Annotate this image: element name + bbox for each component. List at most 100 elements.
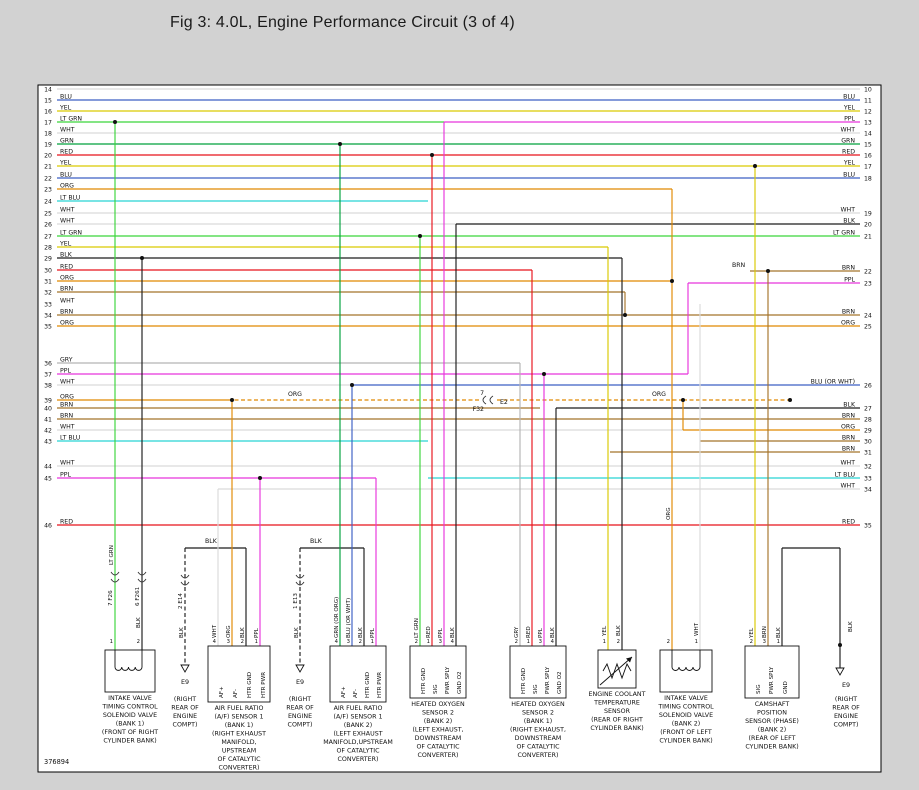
wire-color-label: BLK bbox=[240, 627, 246, 638]
pin-number: 2 bbox=[415, 639, 418, 645]
component-label: SENSOR (PHASE) bbox=[745, 718, 799, 725]
component-label: OF CATALYTIC bbox=[416, 744, 460, 751]
wire-color-label: PPL bbox=[844, 116, 855, 123]
junction-dot bbox=[113, 120, 117, 124]
pin-number: 3 bbox=[347, 639, 350, 645]
component-label: TIMING CONTROL bbox=[101, 704, 158, 711]
ground-name: E9 bbox=[296, 678, 304, 686]
ground-icon bbox=[180, 664, 190, 673]
row-number: 46 bbox=[44, 523, 52, 530]
pin-function-label: HTR PWR bbox=[261, 672, 267, 698]
row-number: 44 bbox=[44, 464, 52, 471]
connector-label: 6 F261 bbox=[135, 586, 141, 606]
component-label: (BANK 2) bbox=[424, 718, 452, 725]
component-label: INTAKE VALVE bbox=[664, 695, 708, 702]
wire-color-label: BLK bbox=[843, 218, 856, 225]
coil-symbol-icon bbox=[114, 650, 143, 671]
thermistor-symbol-icon bbox=[602, 662, 632, 680]
wire-color-label: BLK bbox=[848, 621, 854, 632]
pin-number: 3 bbox=[539, 639, 542, 645]
wire-color-label: LT GRN bbox=[60, 116, 82, 123]
row-number: 40 bbox=[44, 406, 52, 413]
row-number: 20 bbox=[864, 222, 872, 229]
wire-color-label: LT GRN bbox=[833, 230, 855, 237]
wire-color-label: WHT bbox=[60, 298, 75, 305]
component-label: (BANK 1) bbox=[116, 721, 144, 728]
wire-color-label: BLU bbox=[843, 94, 855, 101]
wire-color-label: BLK bbox=[179, 627, 185, 638]
row-number: 36 bbox=[44, 361, 52, 368]
row-number: 29 bbox=[864, 428, 872, 435]
ground-name: E9 bbox=[842, 681, 850, 689]
wire-color-label: BRN bbox=[732, 262, 746, 269]
wire-color-label: BRN bbox=[842, 265, 856, 272]
component-label: POSITION bbox=[757, 710, 787, 717]
pin-number: 3 bbox=[439, 639, 442, 645]
component-label: OF CATALYTIC bbox=[516, 744, 560, 751]
component-label: (BANK 2) bbox=[672, 721, 700, 728]
ground-icon bbox=[835, 667, 845, 676]
wire-color-label: 7 bbox=[480, 390, 484, 397]
wire-color-label: BLK bbox=[205, 538, 218, 545]
wire-color-label: RED bbox=[526, 626, 532, 638]
row-number: 23 bbox=[864, 281, 872, 288]
wire-color-label: RED bbox=[60, 519, 73, 526]
row-number: 34 bbox=[44, 313, 52, 320]
wire-color-label: GRN (OR ORG) bbox=[334, 597, 340, 638]
component-label: ENGINE bbox=[834, 713, 858, 720]
component-label: SENSOR 2 bbox=[522, 710, 554, 717]
row-number: 16 bbox=[864, 153, 872, 160]
wire-color-label: BRN bbox=[762, 626, 768, 638]
row-number: 14 bbox=[864, 131, 872, 138]
component-label: (FRONT OF RIGHT bbox=[102, 729, 158, 736]
component-label: REAR OF bbox=[171, 705, 199, 712]
row-number: 26 bbox=[44, 222, 52, 229]
row-number: 25 bbox=[864, 324, 872, 331]
component-label: HEATED OXYGEN bbox=[411, 701, 465, 708]
component-label: (A/F) SENSOR 1 bbox=[215, 714, 264, 721]
pin-function-label: PWR SPLY bbox=[445, 666, 451, 694]
pin-number: 4 bbox=[451, 639, 455, 645]
row-number: 17 bbox=[864, 164, 872, 171]
pin-function-label: HTR GND bbox=[365, 672, 371, 698]
junction-dot bbox=[788, 398, 792, 402]
wire-color-label: BLU bbox=[60, 172, 72, 179]
row-number: 28 bbox=[44, 245, 52, 252]
row-number: 19 bbox=[864, 211, 872, 218]
pin-function-label: AF+ bbox=[219, 686, 225, 698]
pin-number: 1 bbox=[110, 639, 113, 645]
junction-dot bbox=[838, 643, 842, 647]
component-box bbox=[104, 649, 156, 693]
wire-color-label: GRY bbox=[514, 626, 520, 638]
component-label: MANIFOLD,UPSTREAM bbox=[323, 739, 393, 746]
pin-number: 1 bbox=[371, 639, 374, 645]
row-number: 19 bbox=[44, 142, 52, 149]
row-number: 35 bbox=[44, 324, 52, 331]
wire-color-label: WHT bbox=[60, 379, 75, 386]
component-label: UPSTREAM bbox=[222, 748, 256, 755]
wire-color-label: ORG bbox=[841, 320, 855, 327]
wire-color-label: BLK bbox=[358, 627, 364, 638]
component-label: HEATED OXYGEN bbox=[511, 701, 565, 708]
pin-function-label: SIG bbox=[756, 684, 762, 694]
component-label: CYLINDER BANK) bbox=[103, 738, 156, 745]
wire-color-label: ORG bbox=[666, 507, 672, 520]
pin-function-label: GND O2 bbox=[457, 671, 463, 694]
wire-color-label: BLK bbox=[776, 627, 782, 638]
wire-color-label: LT GRN bbox=[60, 230, 82, 237]
row-number: 39 bbox=[44, 398, 52, 405]
component-label: CONVERTER) bbox=[338, 756, 379, 763]
component-box bbox=[659, 649, 713, 693]
wire-color-label: BRN bbox=[60, 286, 74, 293]
row-number: 17 bbox=[44, 120, 52, 127]
row-number: 14 bbox=[44, 87, 52, 94]
wire-color-label: YEL bbox=[843, 160, 856, 167]
pin-number: 4 bbox=[335, 639, 339, 645]
component-label: REAR OF bbox=[832, 705, 860, 712]
wire-color-label: WHT bbox=[212, 624, 218, 638]
row-number: 33 bbox=[44, 302, 52, 309]
wire-color-label: WHT bbox=[60, 207, 75, 214]
component-label: AIR FUEL RATIO bbox=[334, 705, 383, 712]
wire-color-label: BLK bbox=[450, 627, 456, 638]
